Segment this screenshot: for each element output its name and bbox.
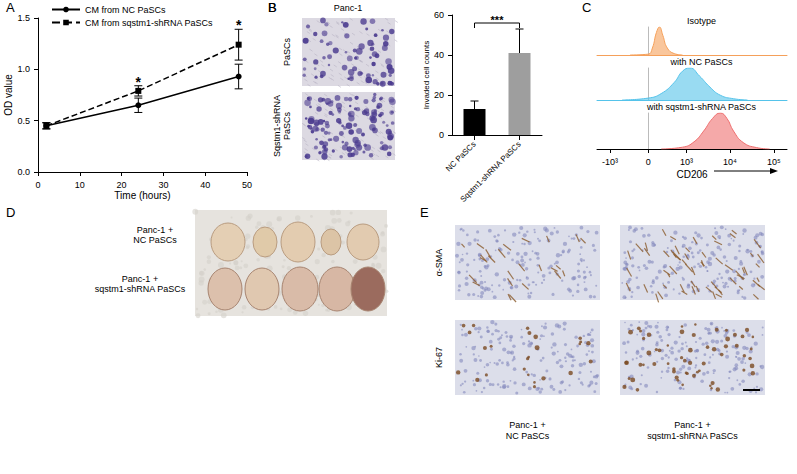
- svg-text:Sqstm1-shRNA PaSCs: Sqstm1-shRNA PaSCs: [459, 140, 523, 204]
- svg-text:C: C: [582, 0, 591, 15]
- svg-text:Invaded cell counts: Invaded cell counts: [422, 41, 431, 110]
- svg-text:NC PaSCs: NC PaSCs: [444, 140, 478, 174]
- svg-text:***: ***: [491, 14, 505, 26]
- svg-text:0: 0: [35, 180, 40, 190]
- svg-text:10³: 10³: [680, 157, 693, 167]
- svg-text:10: 10: [75, 180, 85, 190]
- svg-text:60: 60: [434, 10, 444, 20]
- svg-text:with sqstm1-shRNA PaSCs: with sqstm1-shRNA PaSCs: [646, 102, 757, 112]
- svg-text:0.5: 0.5: [17, 116, 30, 126]
- svg-text:OD value: OD value: [3, 74, 14, 116]
- svg-text:E: E: [420, 205, 429, 220]
- svg-text:1.5: 1.5: [17, 13, 30, 23]
- svg-text:A: A: [6, 0, 15, 15]
- svg-text:50: 50: [242, 180, 252, 190]
- svg-text:with NC PaSCs: with NC PaSCs: [669, 57, 733, 67]
- svg-text:Ki-67: Ki-67: [434, 347, 444, 368]
- svg-text:CM from sqstm1-shRNA PaSCs: CM from sqstm1-shRNA PaSCs: [85, 18, 213, 28]
- svg-text:30: 30: [158, 180, 168, 190]
- svg-text:Time (hours): Time (hours): [114, 190, 170, 201]
- svg-text:Sqstm1-shRNA: Sqstm1-shRNA: [272, 95, 282, 157]
- svg-text:*: *: [236, 17, 242, 33]
- svg-text:CM from NC PaSCs: CM from NC PaSCs: [85, 5, 166, 15]
- svg-text:*: *: [136, 74, 142, 90]
- svg-text:D: D: [6, 205, 15, 220]
- svg-text:Panc-1 +NC PaSCs: Panc-1 +NC PaSCs: [506, 420, 550, 441]
- svg-text:0: 0: [646, 157, 651, 167]
- svg-text:0: 0: [439, 130, 444, 140]
- svg-text:Panc-1 +sqstm1-shRNA PaSCs: Panc-1 +sqstm1-shRNA PaSCs: [95, 274, 186, 295]
- svg-text:B: B: [268, 0, 277, 15]
- svg-text:40: 40: [200, 180, 210, 190]
- svg-text:40: 40: [434, 50, 444, 60]
- svg-text:Panc-1 +NC PaSCs: Panc-1 +NC PaSCs: [133, 225, 177, 246]
- svg-text:1.0: 1.0: [17, 64, 30, 74]
- svg-text:0.0: 0.0: [17, 167, 30, 177]
- svg-text:PaSCs: PaSCs: [282, 37, 292, 66]
- svg-text:CD206: CD206: [676, 169, 708, 180]
- svg-text:PaSCs: PaSCs: [282, 111, 292, 140]
- svg-text:10⁴: 10⁴: [723, 157, 737, 167]
- svg-text:Panc-1 +sqstm1-shRNA PaSCs: Panc-1 +sqstm1-shRNA PaSCs: [647, 420, 738, 441]
- svg-text:Isotype: Isotype: [687, 16, 716, 26]
- svg-text:B: B: [268, 0, 277, 15]
- svg-text:-10³: -10³: [602, 157, 618, 167]
- svg-text:10⁵: 10⁵: [767, 157, 781, 167]
- svg-text:20: 20: [117, 180, 127, 190]
- svg-text:α-SMA: α-SMA: [434, 249, 444, 277]
- svg-text:Panc-1: Panc-1: [334, 3, 363, 13]
- svg-text:20: 20: [434, 90, 444, 100]
